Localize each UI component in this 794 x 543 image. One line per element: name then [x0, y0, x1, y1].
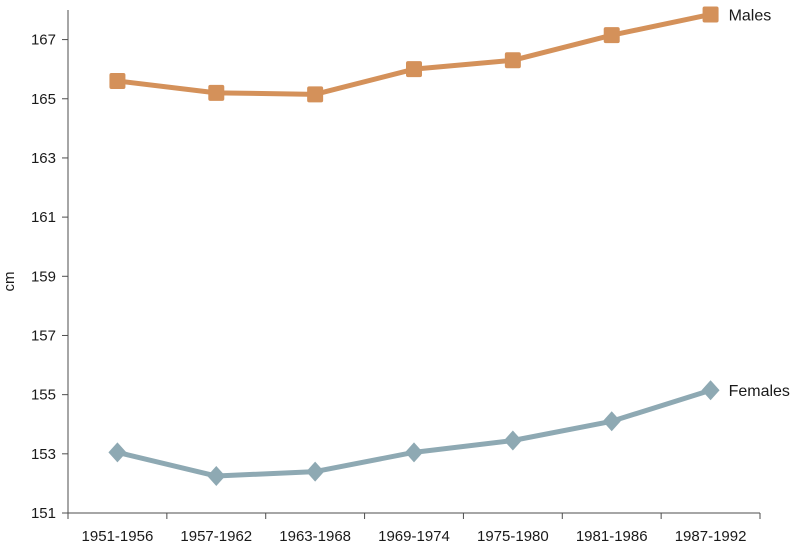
x-tick-label: 1981-1986: [576, 528, 648, 543]
data-point: [503, 430, 522, 451]
data-point: [108, 442, 127, 463]
x-tick-label: 1951-1956: [82, 528, 154, 543]
y-axis: 151 153 155 157 159 161 163 165 167: [31, 10, 69, 522]
y-tick-label: 157: [31, 327, 56, 344]
data-point: [306, 461, 325, 482]
y-tick-label: 165: [31, 91, 56, 108]
data-point: [702, 6, 719, 23]
x-tick-label: 1957-1962: [180, 528, 252, 543]
series-layer: Males Females: [108, 6, 790, 487]
x-tick-label: 1963-1968: [279, 528, 351, 543]
series-males: Males: [109, 6, 772, 103]
y-axis-title: cm: [1, 272, 18, 292]
y-tick-label: 153: [31, 446, 56, 463]
data-point: [405, 442, 423, 463]
y-tick-label: 155: [31, 387, 56, 404]
data-point: [307, 86, 324, 103]
data-point: [406, 61, 422, 78]
series-females: Females: [108, 380, 790, 487]
series-line: [116, 387, 712, 479]
y-tick-label: 167: [31, 32, 56, 49]
x-tick-label: 1987-1992: [675, 528, 747, 543]
series-line: [117, 11, 712, 97]
series-label: Males: [729, 7, 772, 24]
data-point: [207, 466, 226, 487]
data-point: [602, 411, 621, 432]
y-tick-label: 151: [31, 505, 56, 522]
series-label: Females: [729, 383, 790, 400]
y-tick-label: 163: [31, 150, 56, 167]
data-point: [701, 380, 720, 401]
data-point: [208, 84, 225, 101]
y-tick-label: 161: [31, 209, 56, 226]
x-tick-label: 1975-1980: [477, 528, 549, 543]
x-axis: 1951-1956 1957-1962 1963-1968 1969-1974 1975…: [67, 512, 761, 543]
y-tick-label: 159: [31, 268, 56, 285]
data-point: [109, 73, 126, 90]
x-tick-label: 1969-1974: [378, 528, 450, 543]
data-point: [603, 27, 620, 44]
data-point: [504, 52, 521, 69]
